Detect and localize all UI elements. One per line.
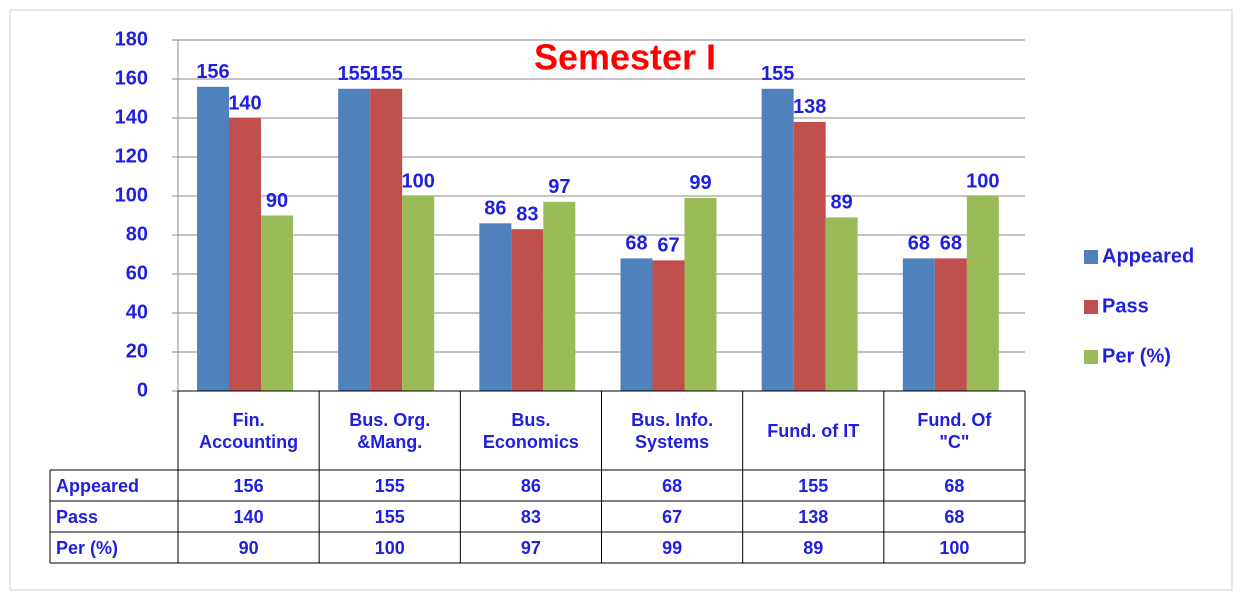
legend-label: Per (%): [1102, 345, 1171, 367]
table-cell: 155: [374, 475, 405, 496]
data-label: 90: [266, 190, 288, 212]
bar: [620, 258, 653, 391]
table-cell: 89: [803, 537, 824, 558]
table-row-label: Appeared: [56, 475, 140, 496]
table-cell: 67: [662, 506, 683, 527]
y-tick-label: 20: [126, 340, 148, 362]
y-tick-label: 140: [115, 106, 148, 128]
chart-title: Semester I: [534, 37, 716, 78]
x-tick-label: Fin. Accounting: [199, 409, 299, 452]
y-tick-label: 60: [126, 262, 148, 284]
legend-label: Pass: [1102, 295, 1149, 317]
table-cell: 140: [233, 506, 264, 527]
table-cell: 68: [944, 506, 965, 527]
data-label: 97: [548, 176, 570, 198]
table-row-label: Pass: [56, 506, 99, 527]
x-tick-label: Bus. Org. &Mang.: [349, 409, 431, 452]
bar: [652, 260, 685, 391]
table-cell: 138: [798, 506, 829, 527]
y-tick-label: 0: [137, 379, 148, 401]
data-label: 155: [761, 63, 794, 85]
y-tick-label: 180: [115, 28, 148, 50]
data-label: 68: [908, 233, 930, 255]
bar: [793, 121, 826, 392]
data-label: 99: [689, 172, 711, 194]
table-cell: 156: [233, 475, 264, 496]
table-cell: 83: [520, 506, 541, 527]
table-cell: 155: [374, 506, 405, 527]
data-label: 67: [657, 235, 679, 257]
table-cell: 155: [798, 475, 829, 496]
bar: [761, 88, 794, 391]
bar: [543, 201, 576, 391]
bar: [934, 258, 967, 391]
data-label: 100: [401, 170, 434, 192]
data-label: 86: [484, 198, 506, 220]
y-tick-label: 160: [115, 67, 148, 89]
bar: [370, 88, 403, 391]
data-label: 155: [337, 63, 370, 85]
table-cell: 99: [662, 537, 683, 558]
bar: [684, 197, 717, 391]
bar: [479, 223, 512, 391]
table-cell: 97: [520, 537, 541, 558]
x-tick-label: Bus. Economics: [482, 409, 579, 452]
bar: [261, 215, 293, 391]
bar: [338, 88, 371, 391]
x-tick-label: Fund. Of "C": [917, 409, 992, 452]
data-label: 89: [831, 192, 853, 214]
bar: [902, 258, 935, 391]
data-label: 155: [369, 63, 402, 85]
x-tick-label: Bus. Info. Systems: [631, 409, 714, 452]
table-cell: 100: [374, 537, 405, 558]
data-label: 68: [940, 233, 962, 255]
bar: [197, 86, 229, 392]
bar: [229, 118, 261, 391]
legend-swatch: [1084, 250, 1098, 264]
data-label: 140: [228, 92, 261, 114]
data-label: 138: [793, 96, 826, 118]
legend-swatch: [1084, 350, 1098, 364]
table-cell: 86: [520, 475, 541, 496]
legend-swatch: [1084, 300, 1098, 314]
y-tick-label: 120: [115, 145, 148, 167]
chart-border: [9, 9, 1233, 591]
y-tick-label: 100: [115, 184, 148, 206]
y-tick-label: 40: [126, 301, 148, 323]
table-cell: 68: [662, 475, 683, 496]
data-label: 83: [516, 203, 538, 225]
x-tick-label: Fund. of IT: [767, 420, 860, 441]
bar: [402, 196, 435, 391]
data-label: 100: [966, 170, 999, 192]
table-row-label: Per (%): [56, 537, 119, 558]
bar: [511, 229, 544, 391]
data-label: 156: [196, 61, 229, 83]
data-label: 68: [625, 233, 647, 255]
legend-label: Appeared: [1102, 245, 1194, 267]
table-cell: 100: [939, 537, 970, 558]
y-tick-label: 80: [126, 223, 148, 245]
table-cell: 68: [944, 475, 965, 496]
table-cell: 90: [238, 537, 259, 558]
bar: [825, 217, 858, 391]
bar: [966, 196, 999, 391]
